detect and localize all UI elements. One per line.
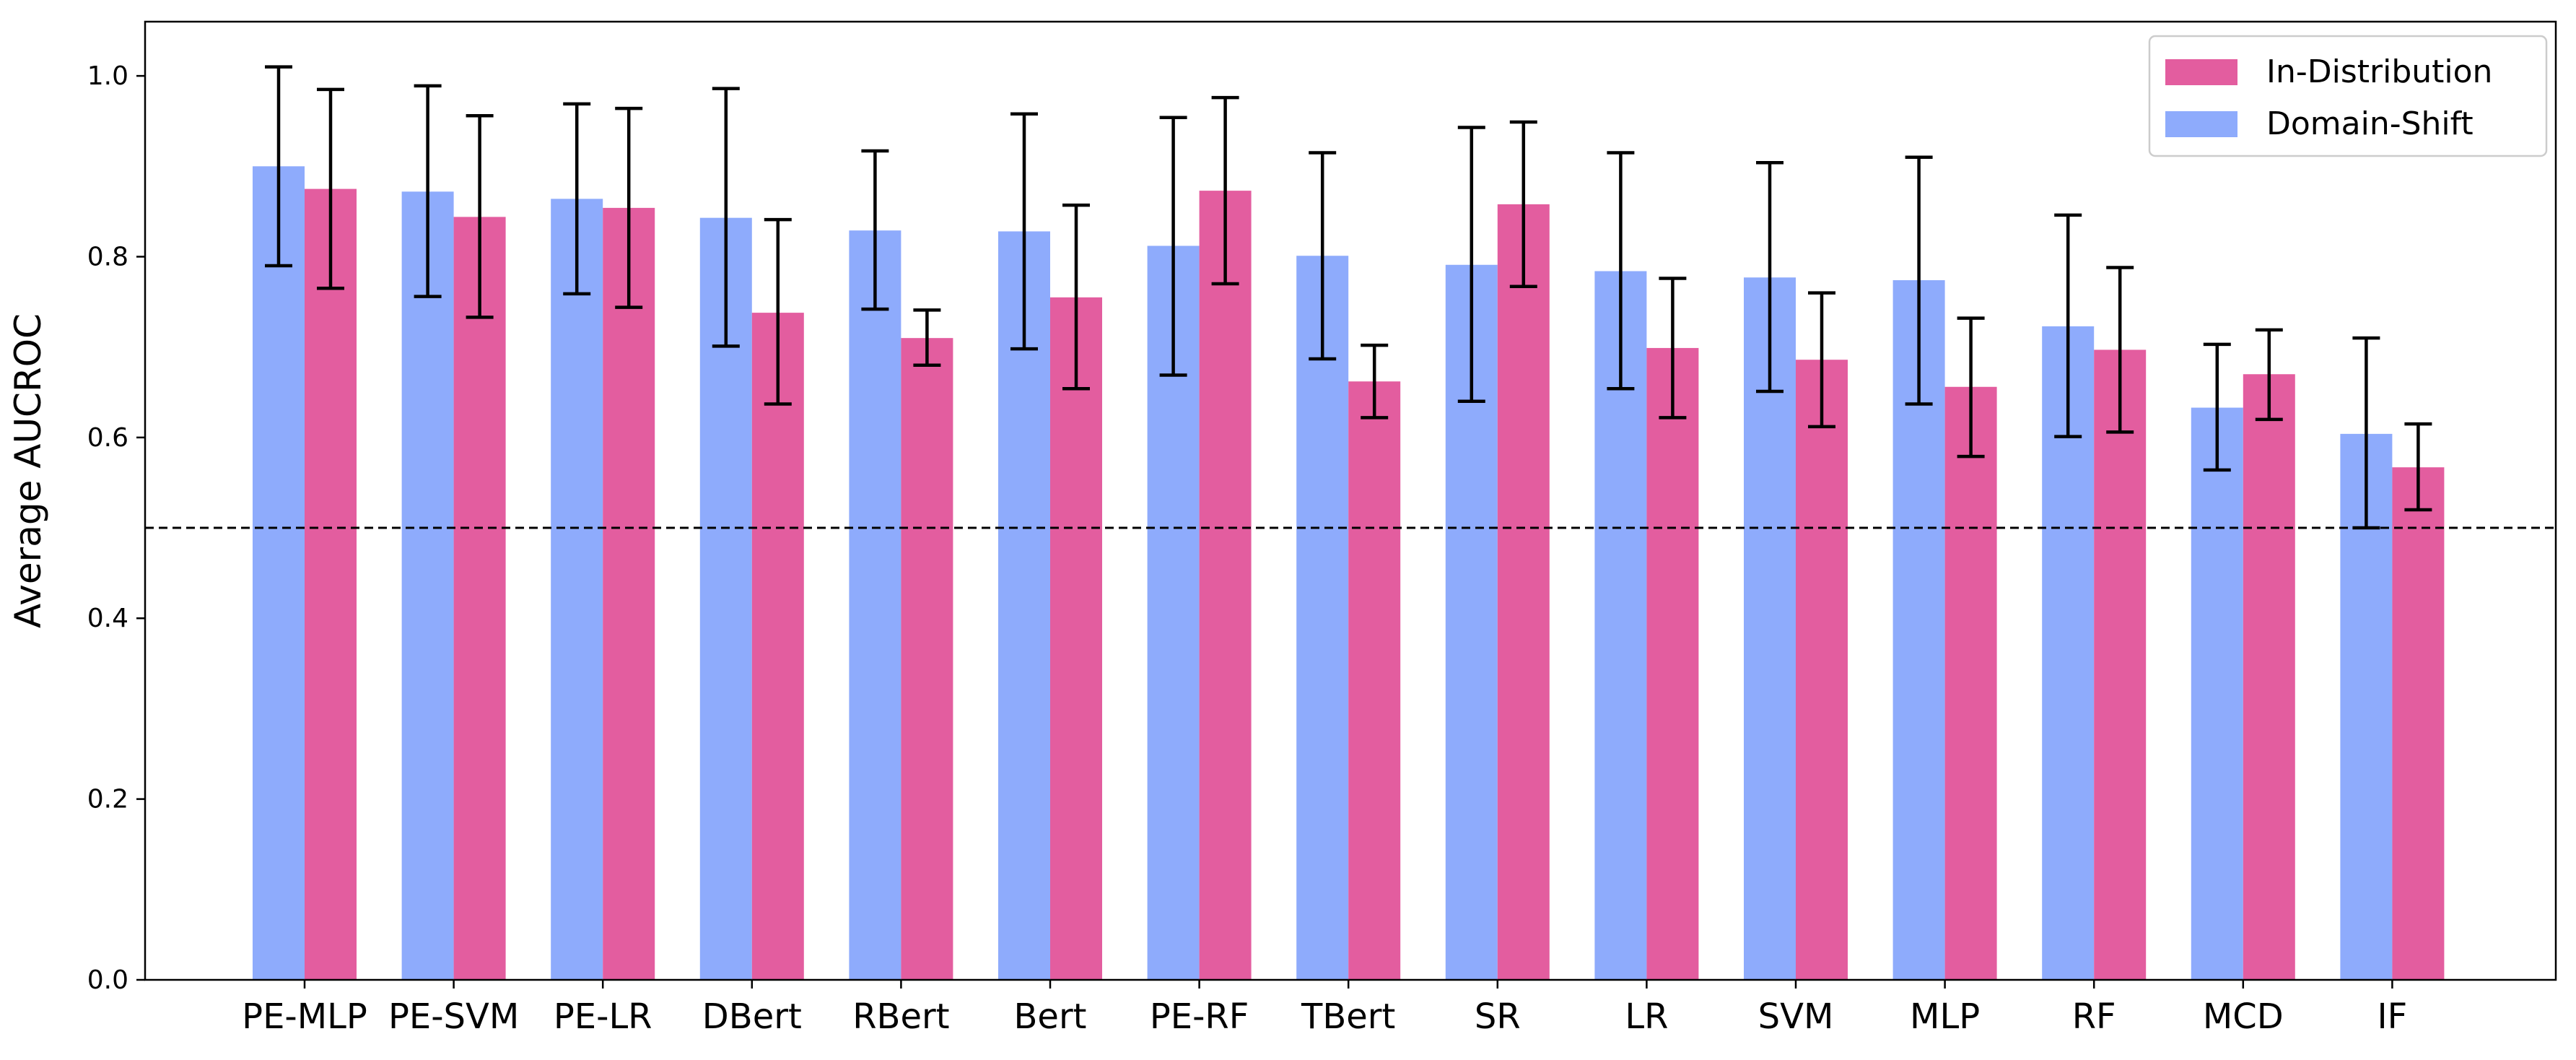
bar-in-distribution <box>751 313 804 980</box>
bar-domain-shift <box>401 191 454 980</box>
legend-swatch <box>2165 111 2237 137</box>
legend-label: Domain-Shift <box>2266 105 2474 142</box>
legend: In-Distribution Domain-Shift <box>2148 35 2548 157</box>
bar-domain-shift <box>1744 277 1796 981</box>
x-tick-label: MCD <box>2203 996 2284 1037</box>
x-axis: PE-MLP PE-SVM PE-LR DBert RBert Bert PE-RF TBer… <box>242 980 2407 1037</box>
y-tick-label: 0.2 <box>87 785 128 814</box>
bar-domain-shift <box>2191 407 2243 980</box>
x-tick-label: RBert <box>852 996 949 1037</box>
bar-in-distribution <box>1944 386 1997 980</box>
x-tick-label: LR <box>1625 996 1668 1037</box>
x-tick-label: DBert <box>702 996 802 1037</box>
bar-in-distribution <box>2392 467 2445 980</box>
bars-layer <box>253 166 2445 981</box>
x-tick-label: Bert <box>1013 996 1086 1037</box>
bar-in-distribution <box>2243 374 2295 980</box>
legend-box <box>2148 35 2548 157</box>
bar-in-distribution <box>453 217 506 980</box>
bar-in-distribution <box>305 188 357 980</box>
y-tick-label: 0.6 <box>87 423 128 453</box>
x-tick-label: TBert <box>1301 996 1395 1037</box>
x-tick-label: PE-RF <box>1150 996 1249 1037</box>
bar-in-distribution <box>1796 360 1848 980</box>
bar-in-distribution <box>901 338 953 980</box>
bar-domain-shift <box>551 199 603 980</box>
bar-domain-shift <box>998 231 1050 980</box>
y-tick-label: 0.0 <box>87 965 128 995</box>
bar-in-distribution <box>2094 349 2147 980</box>
bar-in-distribution <box>1050 297 1102 981</box>
y-axis: 0.0 0.2 0.4 0.6 0.8 1.0 <box>87 61 145 995</box>
bar-in-distribution <box>603 207 655 980</box>
legend-swatch <box>2165 59 2237 85</box>
x-tick-label: SVM <box>1758 996 1834 1037</box>
bar-domain-shift <box>849 230 901 981</box>
bar-in-distribution <box>1199 191 1252 981</box>
x-tick-label: RF <box>2072 996 2116 1037</box>
x-tick-label: PE-MLP <box>242 996 367 1037</box>
y-tick-label: 0.8 <box>87 242 128 271</box>
bar-domain-shift <box>253 166 305 980</box>
bar-in-distribution <box>1348 381 1401 980</box>
bar-domain-shift <box>1296 256 1349 981</box>
x-tick-label: PE-SVM <box>388 996 519 1037</box>
bar-in-distribution <box>1646 347 1699 980</box>
x-tick-label: MLP <box>1910 996 1980 1037</box>
y-tick-label: 0.4 <box>87 604 128 633</box>
x-tick-label: SR <box>1475 996 1521 1037</box>
x-tick-label: PE-LR <box>554 996 652 1037</box>
y-tick-label: 1.0 <box>87 61 128 91</box>
error-bars-layer <box>265 65 2432 530</box>
y-axis-label: Average AUCROC <box>7 313 49 628</box>
legend-label: In-Distribution <box>2266 53 2492 90</box>
plot-frame <box>144 20 2557 981</box>
x-tick-label: IF <box>2378 996 2408 1037</box>
bar-in-distribution <box>1497 204 1550 981</box>
